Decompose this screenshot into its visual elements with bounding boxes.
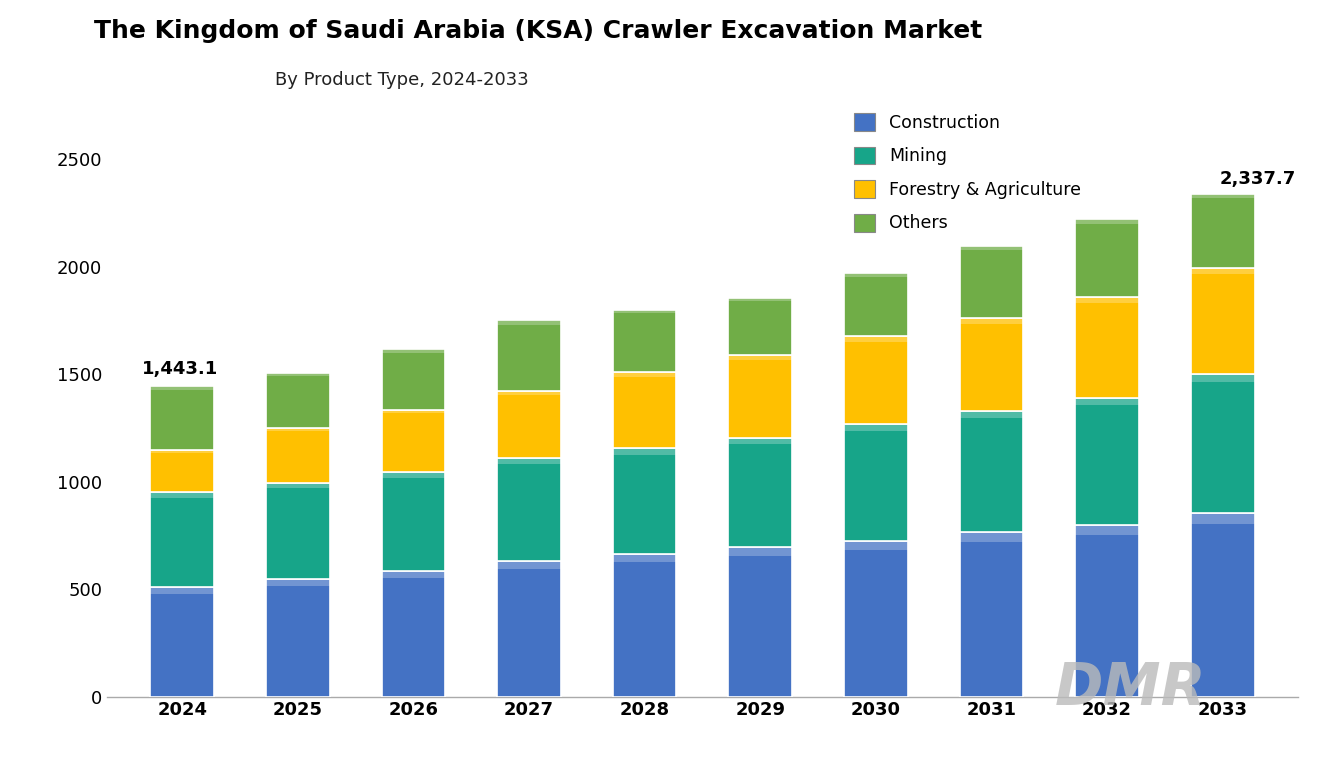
Bar — [844, 337, 907, 423]
Bar — [150, 386, 214, 390]
Bar — [1076, 398, 1139, 406]
Bar — [728, 547, 792, 697]
Bar — [844, 273, 907, 337]
Bar — [381, 349, 446, 353]
Bar — [266, 428, 329, 431]
Bar — [266, 580, 329, 697]
Bar — [613, 372, 677, 376]
Bar — [498, 392, 561, 458]
Bar — [613, 448, 677, 553]
Bar — [844, 423, 907, 430]
Bar — [1191, 374, 1255, 382]
Bar — [1076, 398, 1139, 525]
Bar — [1076, 296, 1139, 398]
Bar — [728, 298, 792, 354]
Text: By Product Type, 2024-2033: By Product Type, 2024-2033 — [274, 71, 529, 89]
Bar — [728, 437, 792, 547]
Bar — [381, 571, 446, 697]
Bar — [728, 298, 792, 301]
Text: 2,337.7: 2,337.7 — [1219, 170, 1295, 187]
Bar — [150, 386, 214, 450]
Bar — [150, 492, 214, 498]
Bar — [959, 318, 1024, 411]
Bar — [266, 580, 329, 587]
Bar — [1076, 296, 1139, 303]
Bar — [381, 409, 446, 472]
Bar — [150, 587, 214, 594]
Bar — [959, 246, 1024, 318]
Bar — [959, 411, 1024, 418]
Bar — [1191, 268, 1255, 274]
Bar — [844, 541, 907, 550]
Bar — [1191, 194, 1255, 268]
Bar — [1191, 513, 1255, 697]
Bar — [844, 541, 907, 697]
Bar — [498, 320, 561, 392]
Bar — [1191, 194, 1255, 198]
Bar — [728, 547, 792, 557]
Bar — [266, 373, 329, 428]
Bar — [1191, 374, 1255, 513]
Bar — [728, 354, 792, 437]
Bar — [150, 450, 214, 453]
Text: DMR: DMR — [1054, 660, 1207, 717]
Bar — [1076, 219, 1139, 296]
Bar — [959, 533, 1024, 697]
Bar — [498, 392, 561, 396]
Bar — [266, 483, 329, 488]
Bar — [498, 320, 561, 324]
Bar — [381, 409, 446, 413]
Bar — [150, 587, 214, 697]
Bar — [844, 423, 907, 541]
Bar — [959, 318, 1024, 324]
Bar — [381, 349, 446, 409]
Text: 1,443.1: 1,443.1 — [142, 360, 218, 378]
Bar — [381, 571, 446, 578]
Bar — [381, 472, 446, 478]
Bar — [959, 246, 1024, 251]
Bar — [498, 561, 561, 697]
Bar — [728, 437, 792, 444]
Bar — [266, 428, 329, 483]
Bar — [613, 553, 677, 562]
Bar — [844, 337, 907, 341]
Bar — [1191, 268, 1255, 374]
Bar — [498, 561, 561, 570]
Bar — [613, 553, 677, 697]
Legend: Construction, Mining, Forestry & Agriculture, Others: Construction, Mining, Forestry & Agricul… — [854, 113, 1081, 232]
Bar — [266, 373, 329, 376]
Bar — [844, 273, 907, 277]
Bar — [150, 450, 214, 492]
Bar — [959, 411, 1024, 533]
Bar — [613, 448, 677, 454]
Bar — [1076, 525, 1139, 697]
Bar — [150, 492, 214, 587]
Bar — [613, 310, 677, 372]
Bar — [1076, 525, 1139, 535]
Bar — [959, 533, 1024, 542]
Bar — [1191, 513, 1255, 524]
Bar — [381, 472, 446, 571]
Bar — [498, 458, 561, 561]
Text: The Kingdom of Saudi Arabia (KSA) Crawler Excavation Market: The Kingdom of Saudi Arabia (KSA) Crawle… — [94, 19, 982, 43]
Bar — [266, 483, 329, 580]
Bar — [498, 458, 561, 464]
Bar — [728, 354, 792, 360]
Bar — [613, 310, 677, 313]
Bar — [1076, 219, 1139, 224]
Bar — [613, 372, 677, 448]
